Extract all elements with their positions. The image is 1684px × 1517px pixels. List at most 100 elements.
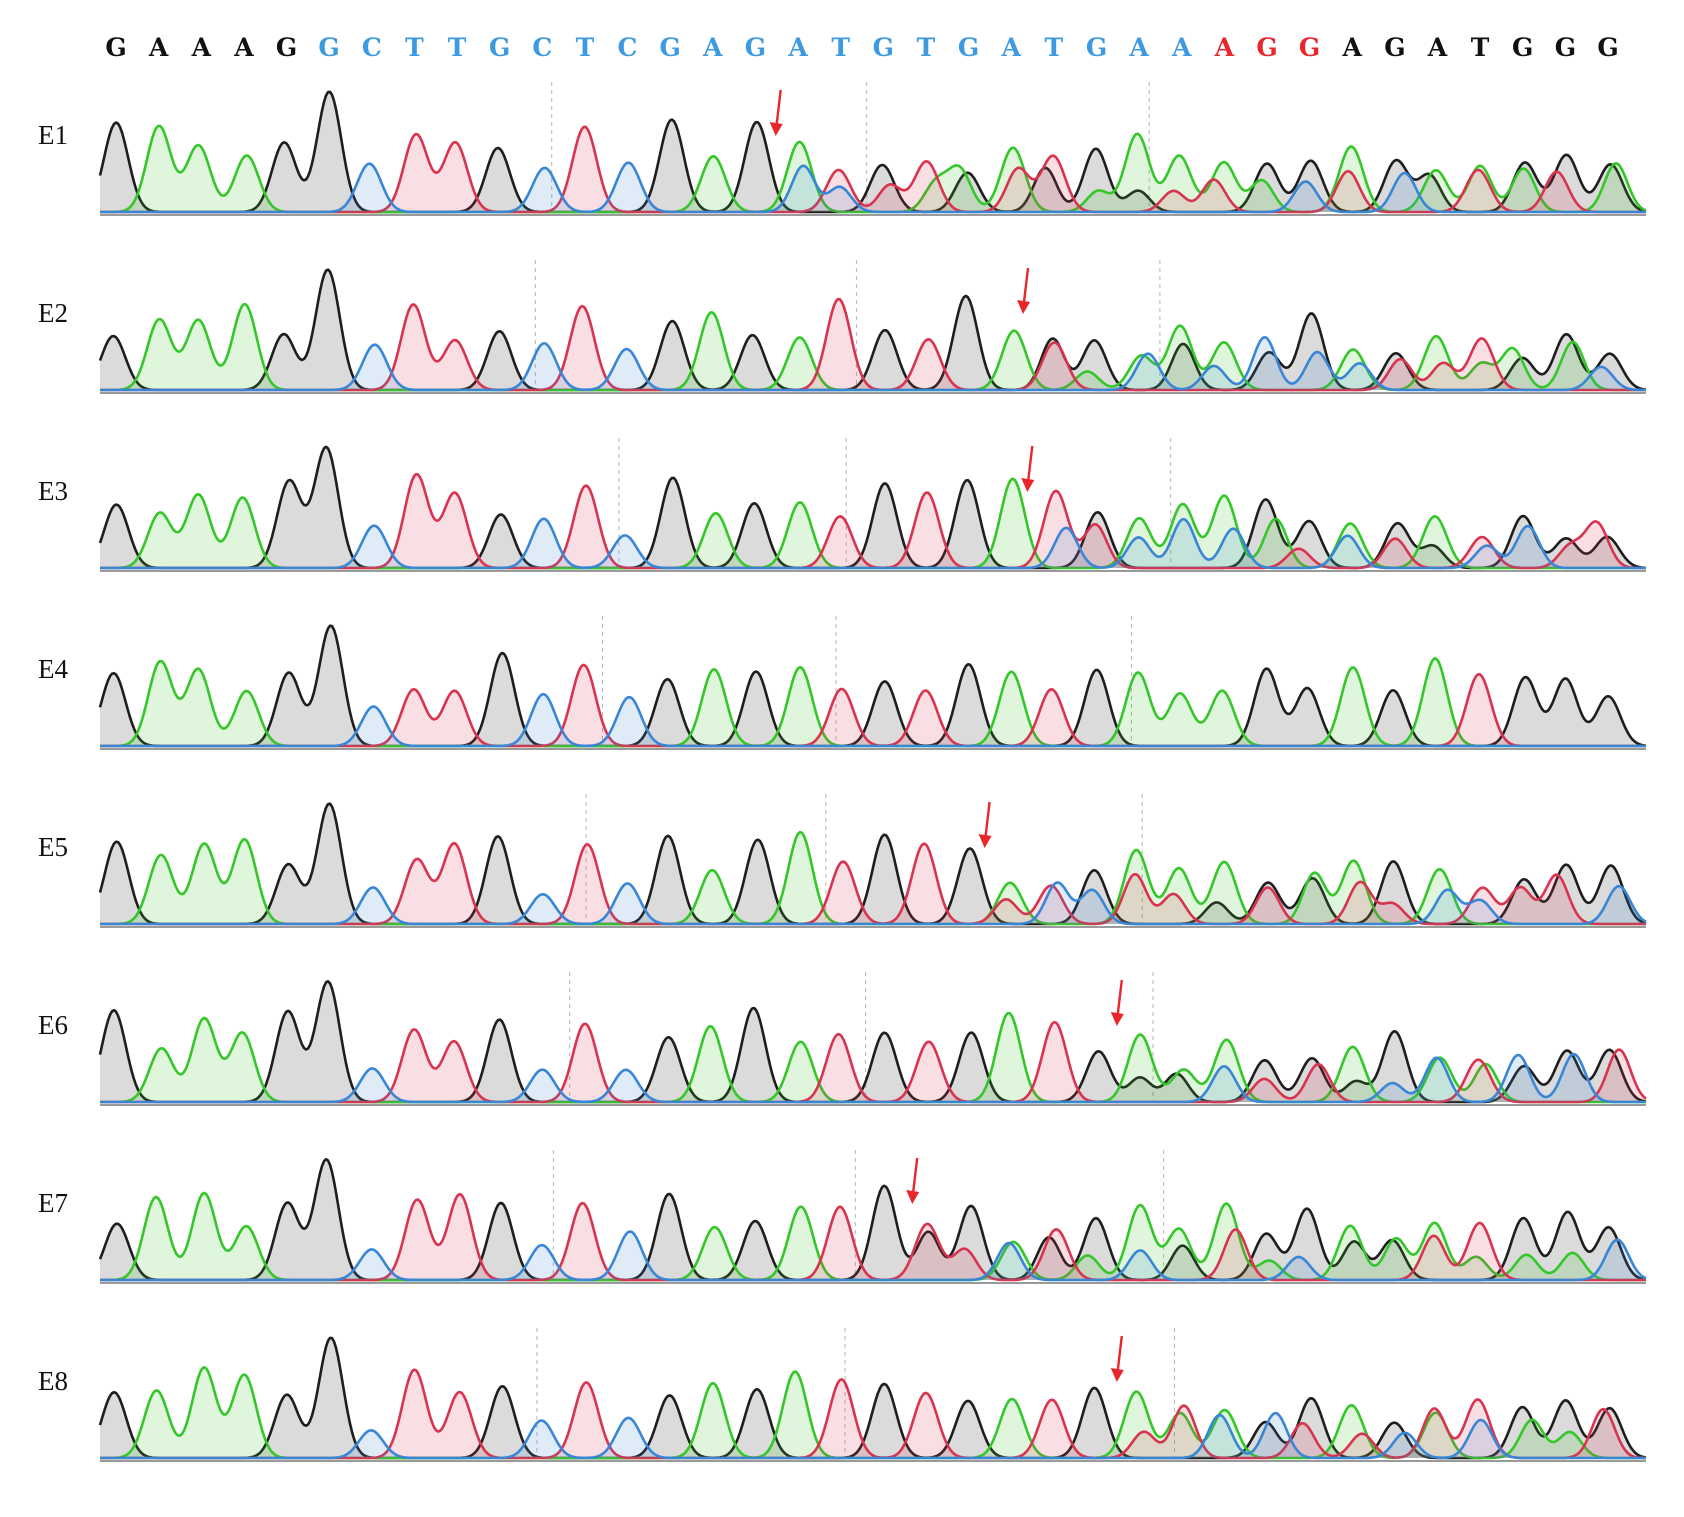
chromatogram-lane: E1 — [38, 82, 1647, 216]
sequence-base: A — [787, 33, 808, 62]
mutation-arrow-head — [978, 834, 992, 848]
sequence-base: A — [1171, 33, 1192, 62]
trace-line-g — [98, 802, 1647, 926]
mutation-arrow-head — [1021, 478, 1035, 492]
sequence-base: G — [1086, 33, 1107, 62]
mutation-arrow-shaft — [1022, 267, 1030, 303]
trace-line-t — [100, 841, 1646, 926]
sequence-base: A — [1128, 33, 1149, 62]
sequence-base: G — [105, 33, 126, 62]
sequence-base: G — [276, 33, 297, 62]
mutation-arrow-shaft — [1116, 1335, 1123, 1371]
mutation-arrow-head — [906, 1190, 920, 1204]
mutation-arrow-shaft — [912, 1157, 919, 1193]
sequence-base: A — [1427, 33, 1448, 62]
sequence-base: G — [1384, 33, 1405, 62]
trace-line-c — [100, 1052, 1646, 1104]
trace-fill-g — [100, 446, 1646, 568]
trace-line-c — [100, 692, 1646, 748]
trace-fill-t — [100, 843, 1646, 924]
trace-line-g — [98, 1336, 1647, 1460]
chromatogram-lane: E4 — [38, 616, 1647, 750]
sequence-base: T — [917, 33, 936, 62]
chromatogram-lane: E5 — [38, 794, 1647, 928]
sequence-base: T — [576, 33, 595, 62]
sequence-base: G — [1597, 33, 1618, 62]
mutation-arrow-head — [769, 122, 783, 136]
mutation-arrow-shaft — [984, 801, 991, 837]
trace-fill-t — [100, 299, 1646, 390]
chromatogram-lanes: E1 E2 E3 E4 E5 E6 E7 E8 — [38, 82, 1647, 1462]
trace-line-c — [100, 1411, 1646, 1460]
trace-fill-a — [100, 478, 1646, 568]
chromatogram-lane: E3 — [38, 438, 1647, 572]
trace-fill-g — [100, 625, 1646, 746]
trace-line-c — [100, 1230, 1647, 1282]
sequence-base: C — [362, 33, 382, 62]
sequence-base: T — [831, 33, 850, 62]
trace-fill-a — [100, 1013, 1646, 1102]
mutation-arrow-shaft — [775, 89, 782, 125]
trace-fill-g — [100, 981, 1646, 1102]
trace-fill-c — [100, 518, 1646, 568]
lane-label: E8 — [38, 1366, 68, 1396]
trace-fill-c — [100, 337, 1646, 390]
lane-label: E4 — [38, 654, 68, 684]
sequence-base: T — [1471, 33, 1490, 62]
sequence-base: C — [532, 33, 552, 62]
mutation-arrow-shaft — [1116, 979, 1123, 1015]
trace-fill-a — [100, 832, 1646, 924]
trace-fill-t — [100, 474, 1646, 568]
trace-fill-a — [100, 125, 1646, 212]
trace-fill-t — [100, 126, 1646, 212]
trace-line-t — [100, 1368, 1647, 1460]
trace-fill-c — [100, 882, 1646, 924]
sequence-base: G — [489, 33, 510, 62]
sequence-base: G — [318, 33, 339, 62]
trace-line-c — [100, 161, 1646, 214]
chromatogram-lane: E6 — [38, 972, 1647, 1106]
trace-fill-a — [100, 304, 1646, 390]
lane-label: E1 — [38, 120, 68, 150]
sequence-base: C — [618, 33, 638, 62]
sequence-base: A — [1214, 33, 1235, 62]
trace-fill-t — [100, 1194, 1646, 1280]
trace-fill-c — [100, 1413, 1646, 1458]
trace-line-g — [98, 445, 1647, 570]
mutation-arrow-head — [1110, 1012, 1124, 1026]
lane-label: E6 — [38, 1010, 68, 1040]
trace-fill-t — [100, 664, 1646, 746]
lane-label: E2 — [38, 298, 68, 328]
sequence-base: T — [1044, 33, 1063, 62]
sequence-base: G — [1512, 33, 1533, 62]
sequence-base: G — [958, 33, 979, 62]
sequence-base: A — [233, 33, 254, 62]
lane-label: E3 — [38, 476, 68, 506]
trace-line-t — [100, 125, 1646, 214]
lane-label: E5 — [38, 832, 68, 862]
sequence-base: A — [1341, 33, 1362, 62]
trace-line-c — [100, 517, 1646, 570]
sequence-base: T — [405, 33, 424, 62]
sequence-base: T — [448, 33, 467, 62]
sequence-base: A — [148, 33, 169, 62]
sequence-base: G — [745, 33, 766, 62]
trace-line-t — [100, 297, 1646, 392]
trace-line-g — [98, 90, 1647, 214]
sequence-base: A — [702, 33, 723, 62]
chromatogram-lane: E7 — [38, 1150, 1647, 1284]
trace-fill-t — [100, 1369, 1646, 1458]
trace-fill-g — [100, 91, 1646, 212]
mutation-arrow-head — [1017, 300, 1030, 314]
sequence-base: A — [1000, 33, 1021, 62]
trace-fill-a — [100, 1367, 1646, 1458]
sequence-base: G — [1555, 33, 1576, 62]
trace-line-c — [100, 336, 1646, 392]
trace-line-g — [98, 1157, 1647, 1282]
sequence-base: G — [873, 33, 894, 62]
trace-fill-a — [100, 658, 1646, 746]
mutation-arrow-shaft — [1027, 445, 1034, 481]
lane-label: E7 — [38, 1188, 68, 1218]
